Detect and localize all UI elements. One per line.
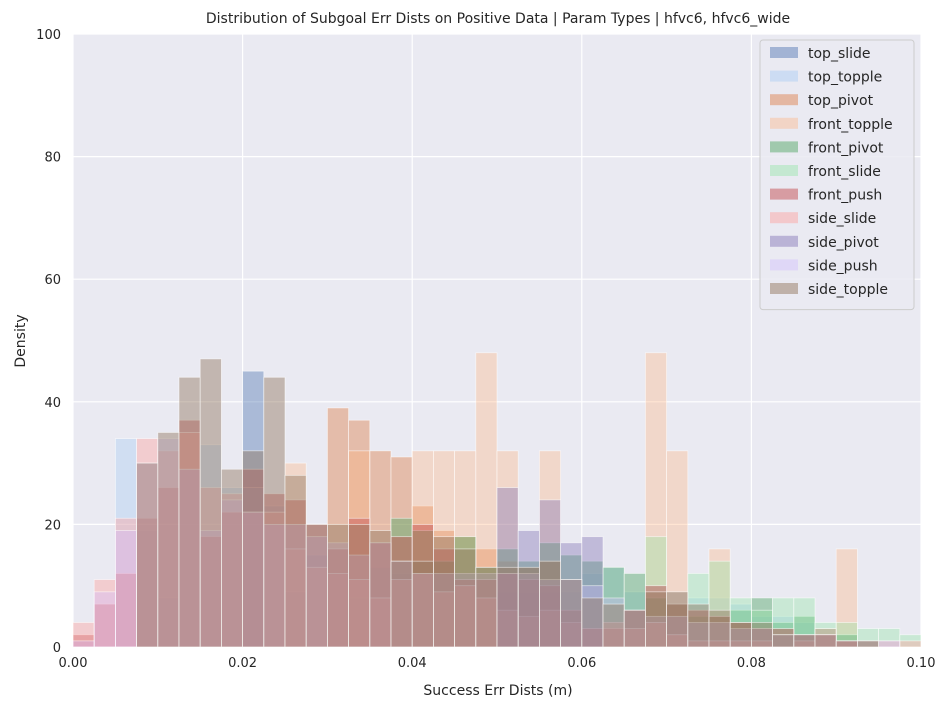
x-axis-label: Success Err Dists (m) (423, 683, 572, 699)
histogram-bar (560, 579, 583, 648)
histogram-bar (475, 566, 498, 648)
histogram-bar (178, 376, 201, 648)
y-tick-label: 0 (53, 641, 61, 656)
histogram-bar (157, 432, 180, 648)
histogram-bar (878, 640, 901, 648)
histogram-bar (666, 591, 689, 648)
histogram-bar (857, 640, 880, 648)
legend-swatch (770, 188, 798, 200)
x-axis-ticks: 0.00 0.02 0.04 0.06 0.08 0.10 (59, 656, 936, 671)
histogram-bar (708, 609, 731, 648)
histogram-bar (369, 530, 392, 648)
legend-label: side_push (808, 258, 878, 274)
histogram-bar (242, 450, 265, 648)
histogram-bar (199, 358, 222, 648)
legend-swatch (770, 47, 798, 58)
histogram-bar (814, 634, 837, 648)
histogram-bar (687, 603, 710, 648)
histogram-bar (93, 591, 116, 648)
histogram-bar (729, 622, 752, 648)
y-axis-ticks: 0 20 40 60 80 100 (36, 28, 61, 656)
histogram-bar (835, 640, 858, 648)
histogram-bar (136, 462, 159, 648)
legend-label: front_push (808, 188, 882, 204)
legend: top_slide top_topple top_pivot front_topple… (759, 39, 915, 311)
histogram-bar (623, 609, 646, 648)
legend-label: top_slide (808, 46, 871, 62)
x-tick-label: 0.10 (907, 656, 936, 671)
y-tick-label: 40 (44, 396, 61, 411)
histogram-bar (899, 640, 922, 648)
legend-box (759, 39, 915, 311)
chart-title: Distribution of Subgoal Err Dists on Pos… (206, 11, 790, 27)
y-axis-label: Density (13, 314, 29, 367)
legend-swatch (770, 235, 798, 247)
histogram-bar (517, 566, 540, 648)
histogram-bar (72, 640, 95, 648)
legend-swatch (770, 165, 798, 176)
histogram-bar (793, 634, 816, 648)
histogram-bar (263, 376, 286, 648)
histogram-bar (220, 468, 243, 648)
y-tick-label: 80 (44, 151, 61, 166)
histogram-bar (411, 560, 434, 648)
legend-label: front_topple (808, 117, 893, 133)
legend-swatch (770, 259, 798, 271)
histogram-bar (284, 474, 307, 648)
histogram-bar (432, 536, 455, 648)
legend-swatch (770, 283, 798, 294)
x-tick-label: 0.04 (398, 656, 427, 671)
histogram-bar (581, 597, 604, 648)
histogram-bar (390, 560, 413, 648)
histogram-bars (72, 352, 922, 648)
legend-swatch (770, 141, 798, 153)
histogram-bar (305, 524, 328, 648)
legend-label: front_slide (808, 164, 881, 180)
series-side-slide (72, 432, 922, 648)
legend-label: side_slide (808, 211, 876, 227)
legend-label: front_pivot (808, 140, 884, 156)
histogram-bar (348, 524, 371, 648)
histogram-bar (496, 566, 519, 648)
histogram-bar (645, 591, 668, 648)
histogram-bar (454, 548, 477, 648)
histogram-bar (751, 622, 774, 648)
series-front-push (72, 419, 858, 648)
histogram-bar (772, 634, 795, 648)
legend-swatch (770, 117, 798, 129)
legend-label: top_pivot (808, 93, 874, 109)
legend-swatch (770, 94, 798, 106)
y-tick-label: 100 (36, 28, 61, 43)
histogram-bar (326, 524, 349, 648)
histogram-bar (539, 560, 562, 648)
histogram-bar (115, 530, 138, 648)
y-tick-label: 20 (44, 518, 61, 533)
legend-label: side_topple (808, 282, 888, 298)
x-tick-label: 0.06 (567, 656, 596, 671)
legend-label: top_topple (808, 70, 882, 86)
legend-swatch (770, 70, 798, 82)
histogram-bar (602, 603, 625, 648)
x-tick-label: 0.02 (228, 656, 257, 671)
x-tick-label: 0.08 (737, 656, 766, 671)
series-side-push (72, 438, 901, 648)
legend-label: side_pivot (808, 235, 879, 251)
series-side-topple (136, 358, 880, 648)
x-tick-label: 0.00 (59, 656, 88, 671)
legend-swatch (770, 212, 798, 224)
y-tick-label: 60 (44, 273, 61, 288)
